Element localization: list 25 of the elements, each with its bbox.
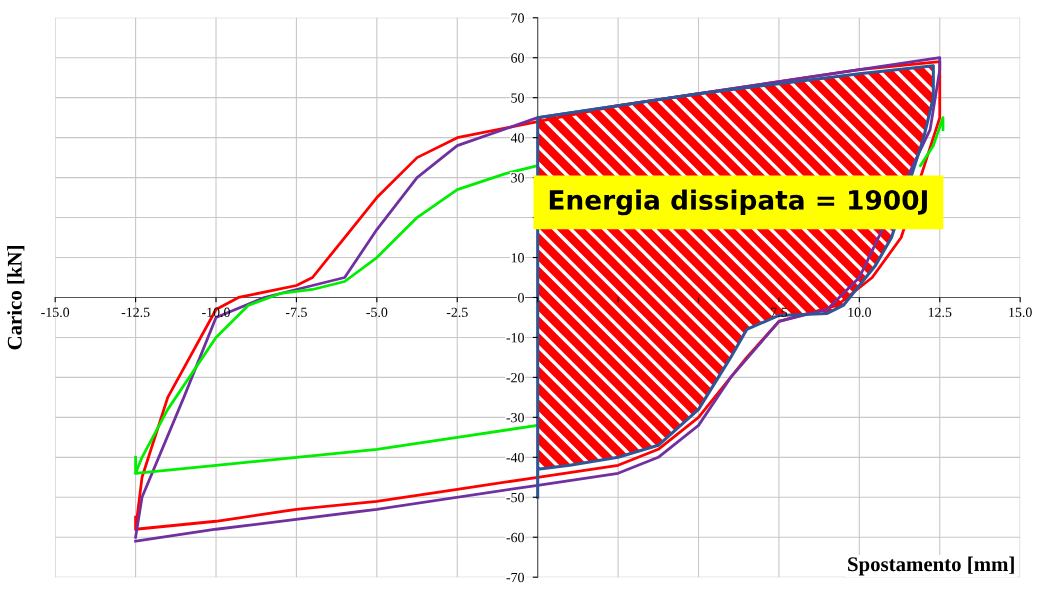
y-tick-label: -60 bbox=[506, 532, 524, 543]
y-tick-label: 50 bbox=[511, 93, 524, 103]
x-tick-label: -12.5 bbox=[121, 307, 150, 318]
x-tick-label: -15.0 bbox=[41, 307, 70, 318]
y-tick-label: 40 bbox=[510, 133, 524, 143]
y-tick-label: 60 bbox=[511, 53, 524, 63]
y-tick-label: 70 bbox=[511, 13, 524, 23]
x-tick-label: -7.5 bbox=[285, 307, 307, 318]
x-tick-label: 12.5 bbox=[928, 307, 952, 318]
y-tick-label: -50 bbox=[506, 492, 524, 503]
y-tick-label: -40 bbox=[506, 452, 524, 463]
y-axis-title: Carico [kN] bbox=[7, 246, 25, 350]
x-tick-label: -2.5 bbox=[446, 307, 468, 318]
annotation: Energia dissipata = 1900J bbox=[549, 189, 927, 216]
x-tick-label: -5.0 bbox=[366, 307, 388, 318]
y-tick-label: -20 bbox=[506, 372, 524, 383]
y-tick-label: -10 bbox=[506, 333, 524, 343]
y-tick-label: 10 bbox=[511, 253, 524, 263]
y-tick-label: -70 bbox=[506, 572, 524, 583]
y-tick-label: -30 bbox=[506, 412, 524, 423]
x-tick-label: 10.0 bbox=[848, 307, 871, 318]
x-tick-label: 15.0 bbox=[1009, 307, 1032, 318]
y-tick-label: 0 bbox=[518, 293, 524, 303]
y-tick-label: 30 bbox=[511, 173, 524, 183]
x-axis-title: Spostamento [mm] bbox=[848, 556, 1014, 576]
